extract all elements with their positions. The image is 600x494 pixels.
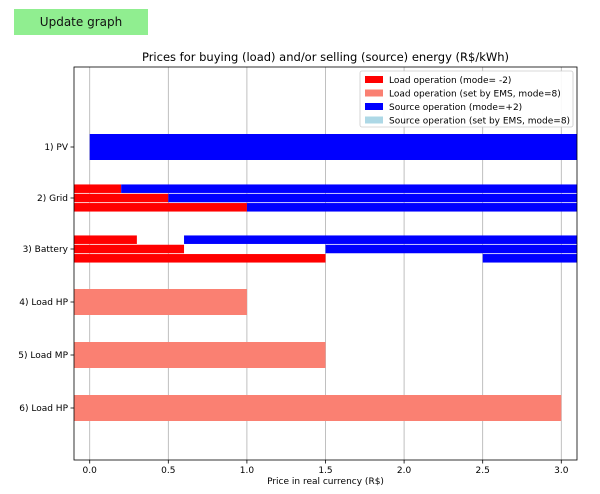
bar: [74, 244, 185, 254]
x-tick-label: 1.5: [318, 466, 332, 476]
update-graph-button[interactable]: Update graph: [14, 9, 148, 35]
bar: [482, 254, 577, 263]
bar: [325, 244, 577, 254]
bar: [121, 184, 577, 193]
bar: [246, 203, 577, 212]
bar: [74, 235, 137, 244]
y-tick-label: 6) Load HP: [19, 404, 68, 414]
y-tick-label: 5) Load MP: [18, 351, 68, 361]
x-tick-label: 0.5: [161, 466, 175, 476]
legend-entry: Source operation (set by EMS, mode=8): [389, 117, 570, 127]
bar: [168, 193, 577, 203]
bar: [74, 193, 169, 203]
chart-title: Prices for buying (load) and/or selling …: [142, 50, 509, 64]
x-tick-label: 0.0: [83, 466, 98, 476]
x-tick-label: 1.0: [240, 466, 255, 476]
legend-swatch: [365, 116, 383, 124]
bar: [184, 235, 577, 244]
legend-swatch: [365, 103, 383, 110]
bar: [74, 289, 247, 315]
bar: [74, 254, 326, 263]
bar: [74, 342, 326, 368]
legend-entry: Load operation (mode= -2): [389, 76, 511, 86]
bar: [74, 395, 562, 421]
bar: [74, 184, 122, 193]
y-tick-label: 3) Battery: [23, 245, 69, 255]
y-tick-label: 1) PV: [44, 143, 69, 153]
x-tick-label: 2.0: [397, 466, 412, 476]
y-tick-label: 4) Load HP: [19, 298, 68, 308]
legend-swatch: [365, 76, 383, 83]
bar: [89, 134, 577, 160]
x-tick-label: 3.0: [554, 466, 569, 476]
x-axis-label: Price in real currency (R$): [267, 477, 384, 487]
legend-entry: Source operation (mode=+2): [389, 103, 522, 113]
bar: [74, 203, 247, 212]
legend-entry: Load operation (set by EMS, mode=8): [389, 90, 561, 100]
y-tick-label: 2) Grid: [37, 194, 68, 204]
x-tick-label: 2.5: [476, 466, 490, 476]
legend-swatch: [365, 89, 383, 97]
legend-box: [359, 70, 574, 128]
